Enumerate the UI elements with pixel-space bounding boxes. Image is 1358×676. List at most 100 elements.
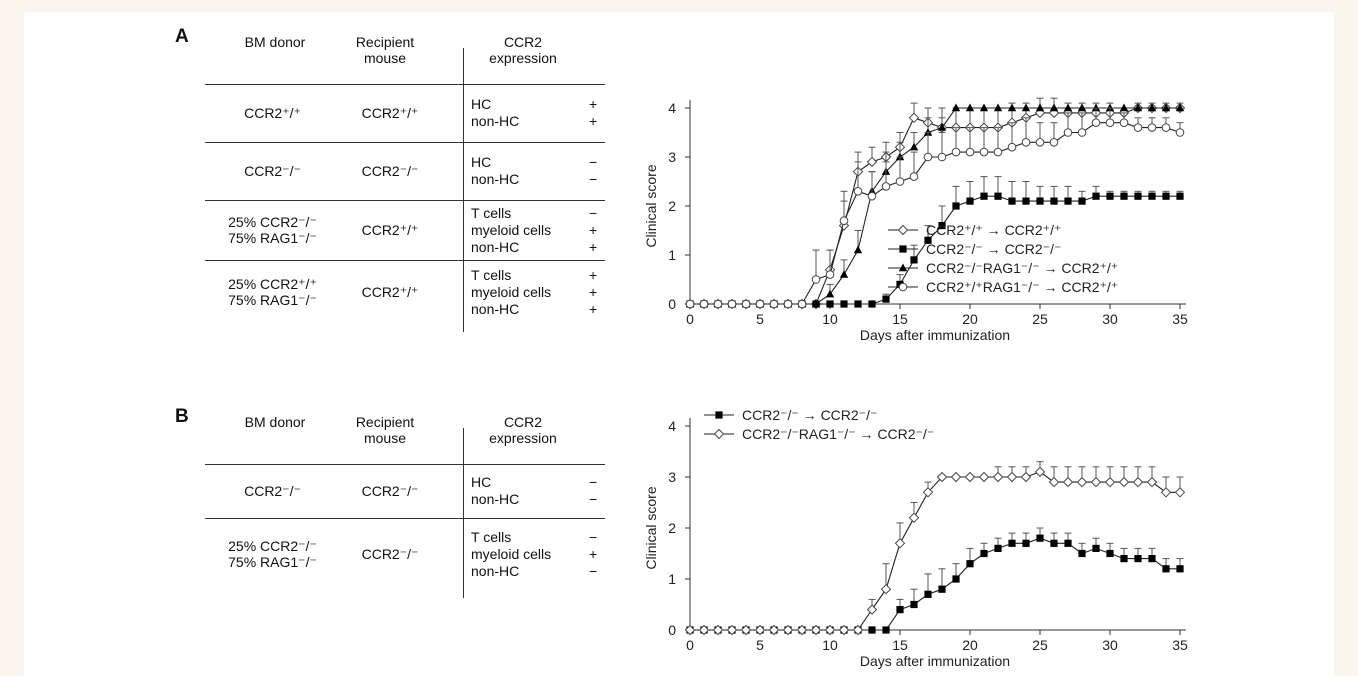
data-point (909, 142, 919, 151)
expression-sign: − (589, 562, 598, 579)
data-point (1050, 197, 1058, 205)
data-point (1134, 192, 1142, 200)
data-point (937, 123, 947, 131)
row-divider (205, 200, 605, 201)
legend-label: CCR2⁻/⁻RAG1⁻/⁻ → CCR2⁺/⁺ (926, 260, 1118, 276)
data-point (1090, 476, 1102, 488)
donor-text: CCR2⁻/⁻ (244, 483, 301, 499)
data-point (1174, 487, 1186, 498)
y-tick-label: 3 (668, 149, 676, 165)
data-point (965, 147, 975, 157)
data-point (1176, 192, 1184, 200)
donor-text: 25% CCR2⁻/⁻ (228, 214, 317, 230)
data-point (922, 487, 934, 498)
data-point (979, 147, 989, 157)
legend-label: CCR2⁻/⁻ → CCR2⁻/⁻ (742, 407, 877, 423)
data-point (910, 256, 918, 264)
data-point (978, 471, 990, 483)
expression-label: HC (471, 474, 492, 490)
data-point (1118, 476, 1130, 488)
data-point (897, 224, 909, 236)
recipient-cell: CCR2⁻/⁻ (361, 546, 419, 562)
data-point (1036, 197, 1044, 205)
data-point (1049, 138, 1059, 147)
data-point (899, 245, 907, 253)
expression-sign: + (589, 221, 598, 238)
data-point (1120, 192, 1128, 200)
expression-sign: + (589, 96, 598, 112)
data-point (1078, 197, 1086, 205)
data-point (1008, 197, 1016, 205)
expression-label: T cells (471, 528, 512, 545)
donor-cell: 25% CCR2⁻/⁻ 75% RAG1⁻/⁻ (205, 538, 340, 570)
data-point (938, 222, 946, 230)
data-point (1147, 103, 1157, 112)
data-point (1133, 103, 1143, 112)
data-point (1076, 476, 1088, 488)
header-expression: CCR2 expression (453, 414, 593, 446)
expression-label: HC (471, 96, 492, 112)
data-point (826, 300, 834, 308)
data-point (1022, 539, 1030, 547)
data-point (898, 263, 908, 272)
header-recipient-line: Recipient (355, 34, 415, 50)
data-point (979, 103, 989, 112)
header-recipient-line: Recipient (355, 414, 415, 430)
data-point (1162, 565, 1170, 573)
data-point (825, 289, 835, 298)
data-point (685, 299, 695, 309)
recipient-cell: CCR2⁺/⁺ (361, 105, 419, 121)
data-point (1048, 476, 1060, 488)
data-point (741, 299, 751, 309)
data-point (1176, 565, 1184, 573)
data-point (1091, 103, 1101, 112)
data-point (1063, 103, 1073, 112)
data-point (1035, 138, 1045, 147)
data-point (1161, 123, 1171, 132)
expression-cell: HC + non-HC + (471, 96, 601, 130)
panel-a-label: A (175, 26, 189, 47)
x-tick-label: 10 (822, 311, 838, 327)
data-point (1161, 103, 1171, 112)
legend: CCR2⁻/⁻ → CCR2⁻/⁻ CCR2⁻/⁻RAG1⁻/⁻ → CCR2⁻/… (704, 407, 934, 442)
data-point (1077, 103, 1087, 112)
data-point (1063, 128, 1073, 137)
chart-a: 0 1 2 3 4 0 5 10 15 20 25 30 35 Days after immunizati… (643, 97, 1188, 343)
data-point (1146, 476, 1158, 488)
donor-text: 25% CCR2⁻/⁻ (228, 538, 317, 554)
legend-label: CCR2⁺/⁺ → CCR2⁺/⁺ (926, 222, 1061, 238)
data-point (1077, 128, 1087, 137)
data-point (769, 299, 779, 309)
data-point (1007, 103, 1017, 112)
data-point (950, 471, 962, 483)
data-point (713, 428, 725, 440)
recipient-cell: CCR2⁻/⁻ (361, 163, 419, 179)
data-point (1148, 192, 1156, 200)
data-point (1092, 544, 1100, 552)
legend-label: CCR2⁻/⁻RAG1⁻/⁻ → CCR2⁻/⁻ (742, 426, 934, 442)
data-point (852, 624, 864, 636)
expression-sign: + (589, 545, 598, 562)
data-point (1064, 539, 1072, 547)
data-point (881, 182, 891, 191)
y-axis-label: Clinical score (643, 486, 659, 569)
x-axis-label: Days after immunization (860, 653, 1010, 669)
data-point (1106, 549, 1114, 558)
y-axis-label: Clinical score (643, 164, 659, 247)
data-point (882, 295, 890, 303)
header-donor: BM donor (244, 34, 306, 50)
x-tick-label: 0 (686, 311, 694, 327)
expression-cell: T cells + myeloid cells + non-HC + (471, 267, 601, 318)
data-point (992, 471, 1004, 483)
expression-sign: − (589, 171, 598, 187)
expression-cell: HC − non-HC − (471, 474, 601, 508)
data-point (868, 300, 876, 308)
data-point (965, 103, 975, 112)
x-tick-label: 20 (962, 311, 978, 327)
x-tick-label: 15 (892, 311, 908, 327)
expression-label: non-HC (471, 113, 520, 129)
column-separator (463, 48, 464, 332)
data-point (964, 471, 976, 483)
donor-text: CCR2⁺/⁺ (244, 105, 301, 121)
donor-text: 75% RAG1⁻/⁻ (228, 554, 317, 570)
